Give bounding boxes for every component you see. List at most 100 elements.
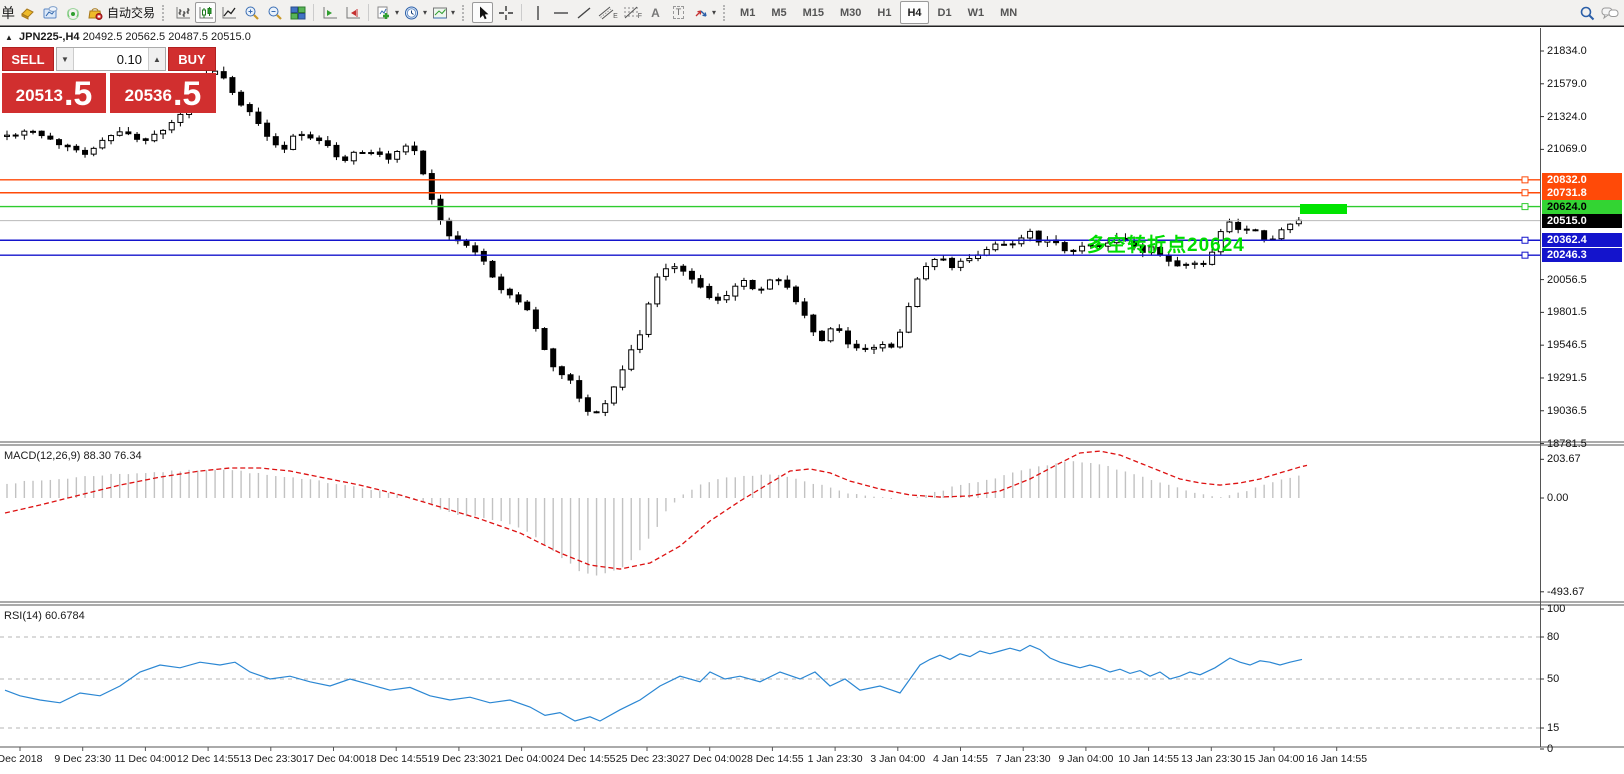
time-axis-label: 11 Dec 04:00 bbox=[114, 753, 177, 765]
price-axis-tick: 18781.5 bbox=[1547, 437, 1587, 450]
timeframe-button-M1[interactable]: M1 bbox=[740, 6, 756, 19]
time-axis-label: 18 Dec 14:55 bbox=[364, 753, 428, 765]
panel-frame bbox=[0, 28, 1624, 751]
cursor-icon[interactable] bbox=[472, 2, 494, 23]
new-order-button[interactable]: 单 bbox=[2, 4, 15, 21]
sell-button[interactable]: SELL bbox=[2, 47, 54, 71]
periods-button[interactable]: ▾ bbox=[402, 2, 428, 23]
horizontal-line-icon[interactable] bbox=[550, 2, 571, 23]
templates-button[interactable]: ▾ bbox=[430, 2, 456, 23]
pivot-annotation-text[interactable]: 多空转折点20624 bbox=[1087, 235, 1245, 256]
price-level-label: 20731.8 bbox=[1542, 185, 1622, 200]
new-chart-button[interactable]: ▾ bbox=[374, 2, 400, 23]
chevron-down-icon: ▾ bbox=[451, 8, 456, 17]
time-axis-label: 9 Dec 23:30 bbox=[54, 753, 111, 765]
auto-trading-label: 自动交易 bbox=[107, 6, 156, 20]
timeframe-button-W1[interactable]: W1 bbox=[967, 6, 985, 19]
price-axis-tick: 21069.0 bbox=[1547, 143, 1587, 156]
time-axis-label: 28 Dec 14:55 bbox=[741, 753, 804, 765]
buy-price-pips: .5 bbox=[172, 75, 202, 113]
time-axis-label: 13 Dec 23:30 bbox=[239, 753, 303, 765]
zoom-in-icon[interactable] bbox=[241, 2, 262, 23]
auto-scroll-icon[interactable] bbox=[342, 2, 363, 23]
tile-windows-icon[interactable] bbox=[287, 2, 308, 23]
buy-button[interactable]: BUY bbox=[168, 47, 216, 71]
channel-sub-label: E bbox=[613, 13, 618, 20]
macd-indicator-label: MACD(12,26,9) 88.30 76.34 bbox=[4, 450, 142, 462]
time-axis-label: 25 Dec 23:30 bbox=[615, 753, 679, 765]
timeframe-button-M15[interactable]: M15 bbox=[802, 6, 824, 19]
macd-histogram bbox=[6, 461, 1300, 576]
macd-axis-tick: 0.00 bbox=[1547, 492, 1569, 504]
timeframe-button-M30[interactable]: M30 bbox=[840, 6, 862, 19]
timeframe-button-M5[interactable]: M5 bbox=[771, 6, 787, 19]
text-label-glyph: T bbox=[672, 6, 685, 19]
text-icon[interactable]: A bbox=[645, 2, 666, 23]
timeframe-button-H4[interactable]: H4 bbox=[900, 1, 929, 24]
buy-price-main: 20536 bbox=[124, 86, 172, 105]
time-axis-label: 12 Dec 14:55 bbox=[176, 753, 240, 765]
time-axis-label: Dec 2018 bbox=[0, 753, 43, 765]
price-level-label: 20515.0 bbox=[1542, 213, 1622, 228]
crosshair-icon[interactable] bbox=[495, 2, 516, 23]
volume-input[interactable] bbox=[74, 48, 148, 70]
chat-icon[interactable] bbox=[1599, 2, 1621, 23]
time-axis-label: 10 Jan 14:55 bbox=[1118, 753, 1179, 765]
time-axis-label: 19 Dec 23:30 bbox=[427, 753, 491, 765]
equidistant-channel-icon[interactable]: E bbox=[596, 2, 619, 23]
buy-price-display[interactable]: 20536 .5 bbox=[110, 73, 216, 113]
rsi-indicator-label: RSI(14) 60.6784 bbox=[4, 610, 85, 622]
search-icon[interactable] bbox=[1576, 2, 1597, 23]
price-axis-tick: 21834.0 bbox=[1547, 45, 1587, 57]
arrow-objects-button[interactable]: ▾ bbox=[691, 2, 717, 23]
time-axis-label: 3 Jan 04:00 bbox=[870, 753, 926, 765]
candlestick-chart-icon[interactable] bbox=[195, 2, 217, 23]
history-center-icon[interactable] bbox=[39, 2, 60, 23]
price-level-label: 20362.4 bbox=[1542, 233, 1622, 248]
time-axis-label: 27 Dec 04:00 bbox=[678, 753, 741, 765]
chart-window: ▲ JPN225-,H4 20492.5 20562.5 20487.5 205… bbox=[0, 26, 1624, 774]
time-axis-label: 15 Jan 04:00 bbox=[1243, 753, 1305, 765]
rsi-axis-tick: 50 bbox=[1547, 673, 1560, 685]
time-axis-label: 17 Dec 04:00 bbox=[302, 753, 365, 765]
rsi-axis-tick: 0 bbox=[1547, 743, 1554, 755]
toolbar-separator bbox=[521, 4, 523, 21]
volume-decrease-button[interactable]: ▼ bbox=[57, 48, 74, 70]
toolbar-grip bbox=[162, 4, 167, 21]
price-axis-tick: 19801.5 bbox=[1547, 306, 1587, 319]
timeframe-button-D1[interactable]: D1 bbox=[937, 6, 952, 19]
time-axis-label: 7 Jan 23:30 bbox=[995, 753, 1051, 765]
rsi-panel bbox=[0, 636, 1540, 729]
price-axis-tick: 19291.5 bbox=[1547, 371, 1587, 384]
ohlc-values: 20492.5 20562.5 20487.5 20515.0 bbox=[82, 31, 251, 43]
bar-chart-icon[interactable] bbox=[172, 2, 193, 23]
text-label-icon[interactable]: T bbox=[668, 2, 689, 23]
fibo-sub-label: F bbox=[637, 13, 643, 20]
macd-signal-line bbox=[4, 450, 1308, 570]
zoom-out-icon[interactable] bbox=[264, 2, 285, 23]
auto-trading-button[interactable]: 自动交易 bbox=[85, 2, 156, 23]
shift-chart-end-icon[interactable] bbox=[319, 2, 340, 23]
main-toolbar: 单 自动交易 bbox=[0, 0, 1624, 26]
chart-canvas[interactable] bbox=[0, 27, 1624, 774]
price-level-label: 20624.0 bbox=[1542, 199, 1622, 214]
timeframe-button-MN[interactable]: MN bbox=[1000, 6, 1018, 19]
gold-block-icon[interactable] bbox=[16, 2, 37, 23]
volume-stepper: ▼ ▲ bbox=[56, 47, 166, 71]
toolbar-separator bbox=[313, 4, 315, 21]
toolbar-grip bbox=[462, 4, 467, 21]
volume-increase-button[interactable]: ▲ bbox=[148, 48, 165, 70]
line-chart-icon[interactable] bbox=[218, 2, 239, 23]
rsi-axis-tick: 80 bbox=[1547, 631, 1560, 643]
timeframe-button-H1[interactable]: H1 bbox=[877, 6, 892, 19]
time-axis-label: 24 Dec 14:55 bbox=[553, 753, 616, 765]
vertical-line-icon[interactable] bbox=[527, 2, 548, 23]
sell-price-display[interactable]: 20513 .5 bbox=[2, 73, 106, 113]
trendline-icon[interactable] bbox=[573, 2, 594, 23]
fibonacci-retracement-icon[interactable]: F bbox=[621, 2, 643, 23]
signals-icon[interactable] bbox=[62, 2, 83, 23]
chevron-down-icon: ▾ bbox=[423, 8, 428, 17]
toolbar-grip bbox=[723, 4, 728, 21]
price-axis-tick: 20056.5 bbox=[1547, 273, 1587, 286]
